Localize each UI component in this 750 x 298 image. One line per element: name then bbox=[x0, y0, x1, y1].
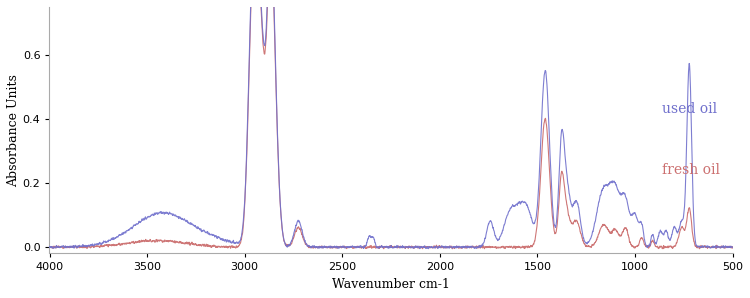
Y-axis label: Absorbance Units: Absorbance Units bbox=[7, 74, 20, 187]
Text: used oil: used oil bbox=[662, 103, 718, 117]
Text: fresh oil: fresh oil bbox=[662, 163, 720, 177]
X-axis label: Wavenumber cm-1: Wavenumber cm-1 bbox=[332, 278, 450, 291]
